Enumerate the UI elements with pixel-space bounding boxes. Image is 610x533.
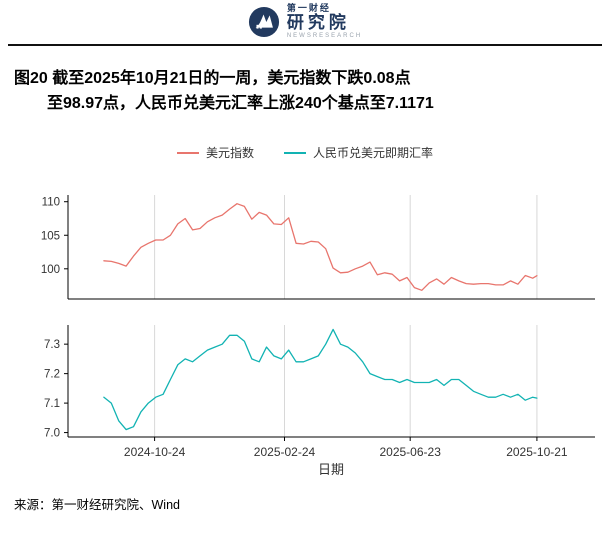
yicai-logo-icon bbox=[248, 6, 279, 38]
figure-title-line2: 至98.97点，人民币兑美元汇率上涨240个基点至7.1171 bbox=[47, 95, 434, 112]
legend-label-cny-rate: 人民币兑美元即期汇率 bbox=[313, 146, 434, 160]
usd-index-line-swatch bbox=[176, 151, 199, 154]
yicai-research-logo: 第一财经 研究院 NEWSRESEARCH bbox=[248, 4, 362, 39]
svg-text:7.1: 7.1 bbox=[44, 398, 60, 410]
legend-item-usd-index: 美元指数 bbox=[176, 144, 254, 161]
logo-text: 第一财经 研究院 NEWSRESEARCH bbox=[287, 4, 362, 39]
legend-item-cny-rate: 人民币兑美元即期汇率 bbox=[284, 144, 433, 161]
figure-title: 图20 截至2025年10月21日的一周，美元指数下跌0.08点 至98.97点… bbox=[14, 66, 596, 116]
source-note: 来源：第一财经研究院、Wind bbox=[14, 498, 180, 512]
svg-text:2025-02-24: 2025-02-24 bbox=[254, 445, 316, 459]
chart-legend: 美元指数 人民币兑美元即期汇率 bbox=[0, 144, 610, 161]
svg-text:7.2: 7.2 bbox=[44, 369, 60, 381]
line-charts: 100 105 110 7.0 7.1 7.2 7.3 2024-10-24 2025-02-2… bbox=[41, 195, 595, 459]
svg-text:2025-10-21: 2025-10-21 bbox=[506, 445, 568, 459]
brand-name-sub: NEWSRESEARCH bbox=[286, 32, 363, 39]
header: 第一财经 研究院 NEWSRESEARCH bbox=[8, 0, 602, 46]
brand-name-top: 第一财经 bbox=[286, 3, 331, 14]
cny-rate-line-swatch bbox=[284, 151, 306, 154]
figure-title-line1: 图20 截至2025年10月21日的一周，美元指数下跌0.08点 bbox=[14, 70, 411, 87]
svg-text:2024-10-24: 2024-10-24 bbox=[124, 445, 186, 459]
svg-text:7.3: 7.3 bbox=[44, 339, 60, 351]
svg-text:110: 110 bbox=[42, 197, 60, 209]
brand-name-main: 研究院 bbox=[286, 13, 350, 33]
legend-label-usd-index: 美元指数 bbox=[205, 146, 254, 160]
svg-text:7.0: 7.0 bbox=[44, 428, 60, 440]
svg-text:105: 105 bbox=[41, 230, 60, 242]
svg-text:100: 100 bbox=[41, 264, 60, 276]
x-axis-title: 日期 bbox=[317, 462, 344, 477]
svg-text:2025-06-23: 2025-06-23 bbox=[379, 445, 441, 459]
